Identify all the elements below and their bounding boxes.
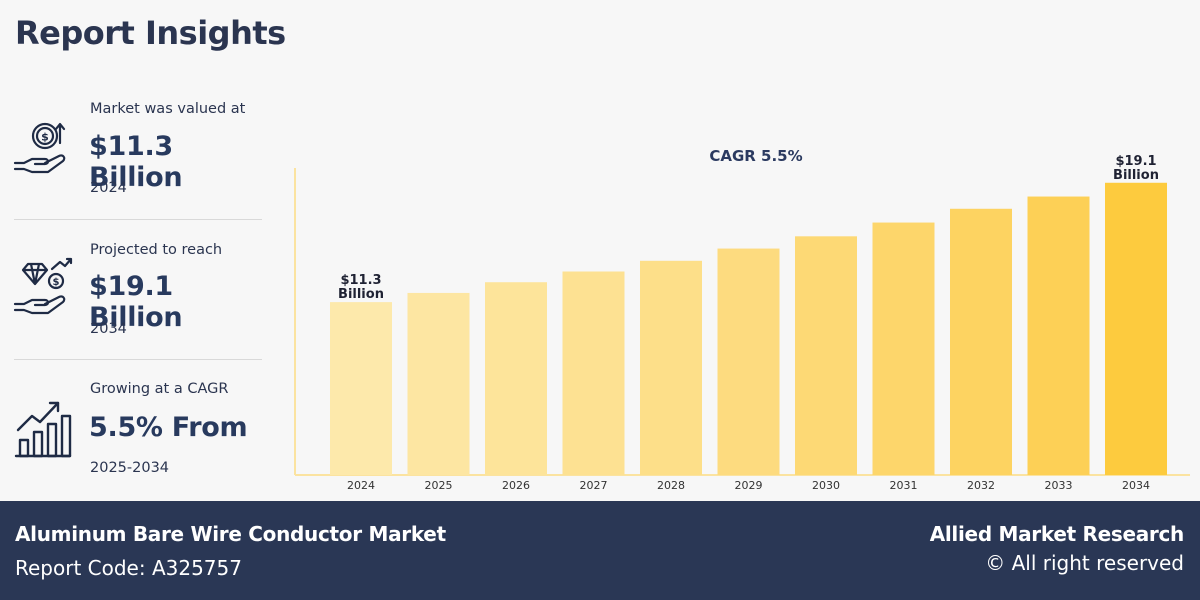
insight-cagr: Growing at a CAGR 5.5% From 2025-2034 <box>0 374 262 499</box>
x-tick-label: 2025 <box>425 479 453 492</box>
report-code: Report Code: A325757 <box>15 556 242 580</box>
footer: Aluminum Bare Wire Conductor Market Repo… <box>0 501 1200 600</box>
x-tick-label: 2028 <box>657 479 685 492</box>
data-label-2024-value: $11.3 <box>340 273 381 288</box>
growth-bar-chart-icon <box>14 401 72 458</box>
x-tick-label: 2029 <box>735 479 763 492</box>
x-tick-label: 2032 <box>967 479 995 492</box>
svg-text:$: $ <box>53 277 60 288</box>
insight-label: Growing at a CAGR <box>90 381 229 397</box>
company-name: Allied Market Research <box>929 522 1185 546</box>
divider <box>14 219 262 220</box>
chart-title: CAGR 5.5% <box>709 147 802 165</box>
insight-year: 2024 <box>90 180 127 196</box>
insight-value: $11.3 Billion <box>89 131 183 193</box>
money-hand-icon: $ <box>13 122 66 174</box>
x-tick-label: 2024 <box>347 479 375 492</box>
bar-2028 <box>640 260 702 475</box>
divider <box>14 359 262 360</box>
data-label-2034-value: $19.1 <box>1115 154 1156 169</box>
x-tick-label: 2030 <box>812 479 840 492</box>
insight-valued: $ Market was valued at $11.3 Billion 202… <box>0 95 262 220</box>
bar-2026 <box>485 282 547 475</box>
svg-text:$: $ <box>41 131 49 144</box>
insight-value: $19.1 Billion <box>89 271 183 333</box>
x-tick-label: 2034 <box>1122 479 1150 492</box>
bar-2033 <box>1027 196 1090 476</box>
bar-2024 <box>330 302 392 475</box>
x-tick-label: 2031 <box>890 479 918 492</box>
bar-2025 <box>407 292 470 475</box>
bar-2032 <box>950 208 1012 475</box>
insight-year: 2025-2034 <box>90 460 170 476</box>
page-title: Report Insights <box>15 14 286 52</box>
insight-label: Projected to reach <box>90 242 223 258</box>
bar-2029 <box>717 248 780 475</box>
x-tick-label: 2033 <box>1045 479 1073 492</box>
market-name: Aluminum Bare Wire Conductor Market <box>15 522 446 546</box>
bar-2034 <box>1105 182 1167 475</box>
x-tick-label: 2027 <box>580 479 608 492</box>
insight-projected: $ Projected to reach $19.1 Billion 2034 <box>0 234 262 359</box>
insight-label: Market was valued at <box>90 101 246 117</box>
data-label-2024-unit: Billion <box>338 287 384 302</box>
insight-year: 2034 <box>90 321 127 337</box>
bar-2030 <box>795 236 857 475</box>
copyright: © All right reserved <box>985 551 1184 575</box>
data-label-2034-unit: Billion <box>1113 168 1159 183</box>
insight-value: 5.5% From <box>89 412 248 443</box>
diamond-dollar-hand-icon: $ <box>13 257 73 315</box>
x-tick-label: 2026 <box>502 479 530 492</box>
bar-2031 <box>872 222 935 475</box>
bar-2027 <box>562 271 625 475</box>
